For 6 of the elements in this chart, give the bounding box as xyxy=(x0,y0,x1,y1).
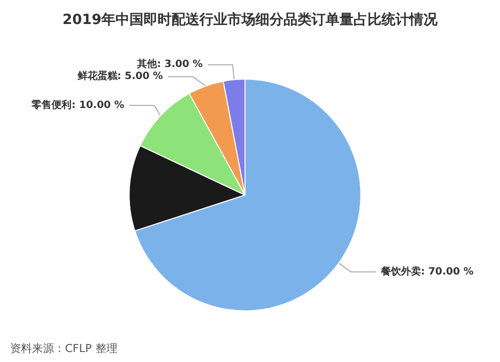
slice-label: 餐饮外卖: 70.00 % xyxy=(380,265,474,278)
text: 资料来源：CFLP 整理 xyxy=(10,342,118,355)
slice-label: 鲜花蛋糕: 5.00 % xyxy=(76,70,163,82)
chart-title: 2019年中国即时配送行业市场细分品类订单量占比统计情况 xyxy=(62,11,438,28)
slice-label: 其他: 3.00 % xyxy=(136,58,203,70)
slice-label: 零售便利: 10.00 % xyxy=(30,98,124,111)
